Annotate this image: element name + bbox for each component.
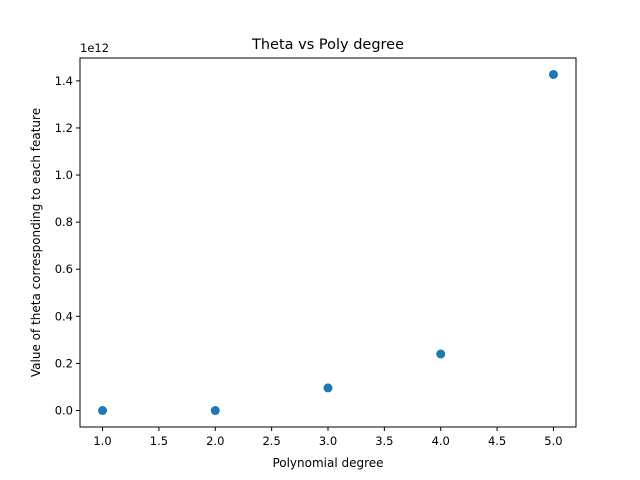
y-tick-label: 1.0 [55,168,73,182]
y-offset-label: 1e12 [80,41,109,55]
x-tick-label: 2.0 [206,434,224,448]
x-tick-label: 4.0 [432,434,450,448]
x-tick-label: 5.0 [544,434,562,448]
x-tick-label: 4.5 [488,434,506,448]
chart-title: Theta vs Poly degree [251,37,404,53]
x-tick-label: 3.0 [319,434,337,448]
y-tick-label: 0.6 [55,262,73,276]
x-axis-ticks: 1.0 1.5 2.0 2.5 3.0 3.5 4.0 4.5 5.0 [93,427,563,448]
y-tick-label: 0.2 [55,356,73,370]
y-tick-label: 0.4 [55,309,73,323]
x-tick-label: 2.5 [262,434,280,448]
x-axis-label: Polynomial degree [272,456,383,470]
plot-frame [79,57,577,428]
y-tick-label: 0.0 [55,404,73,418]
data-point [98,406,108,416]
data-points [98,69,558,416]
x-tick-label: 3.5 [375,434,393,448]
y-tick-label: 0.8 [55,215,73,229]
y-axis-label: Value of theta corresponding to each fea… [29,108,43,377]
data-point [548,69,558,79]
data-point [323,383,333,393]
y-axis-ticks: 0.0 0.2 0.4 0.6 0.8 1.0 1.2 1.4 [55,74,80,418]
x-tick-label: 1.5 [150,434,168,448]
data-point [436,349,446,359]
y-tick-label: 1.2 [55,121,73,135]
x-tick-label: 1.0 [93,434,111,448]
y-tick-label: 1.4 [55,74,73,88]
data-point [210,406,220,416]
